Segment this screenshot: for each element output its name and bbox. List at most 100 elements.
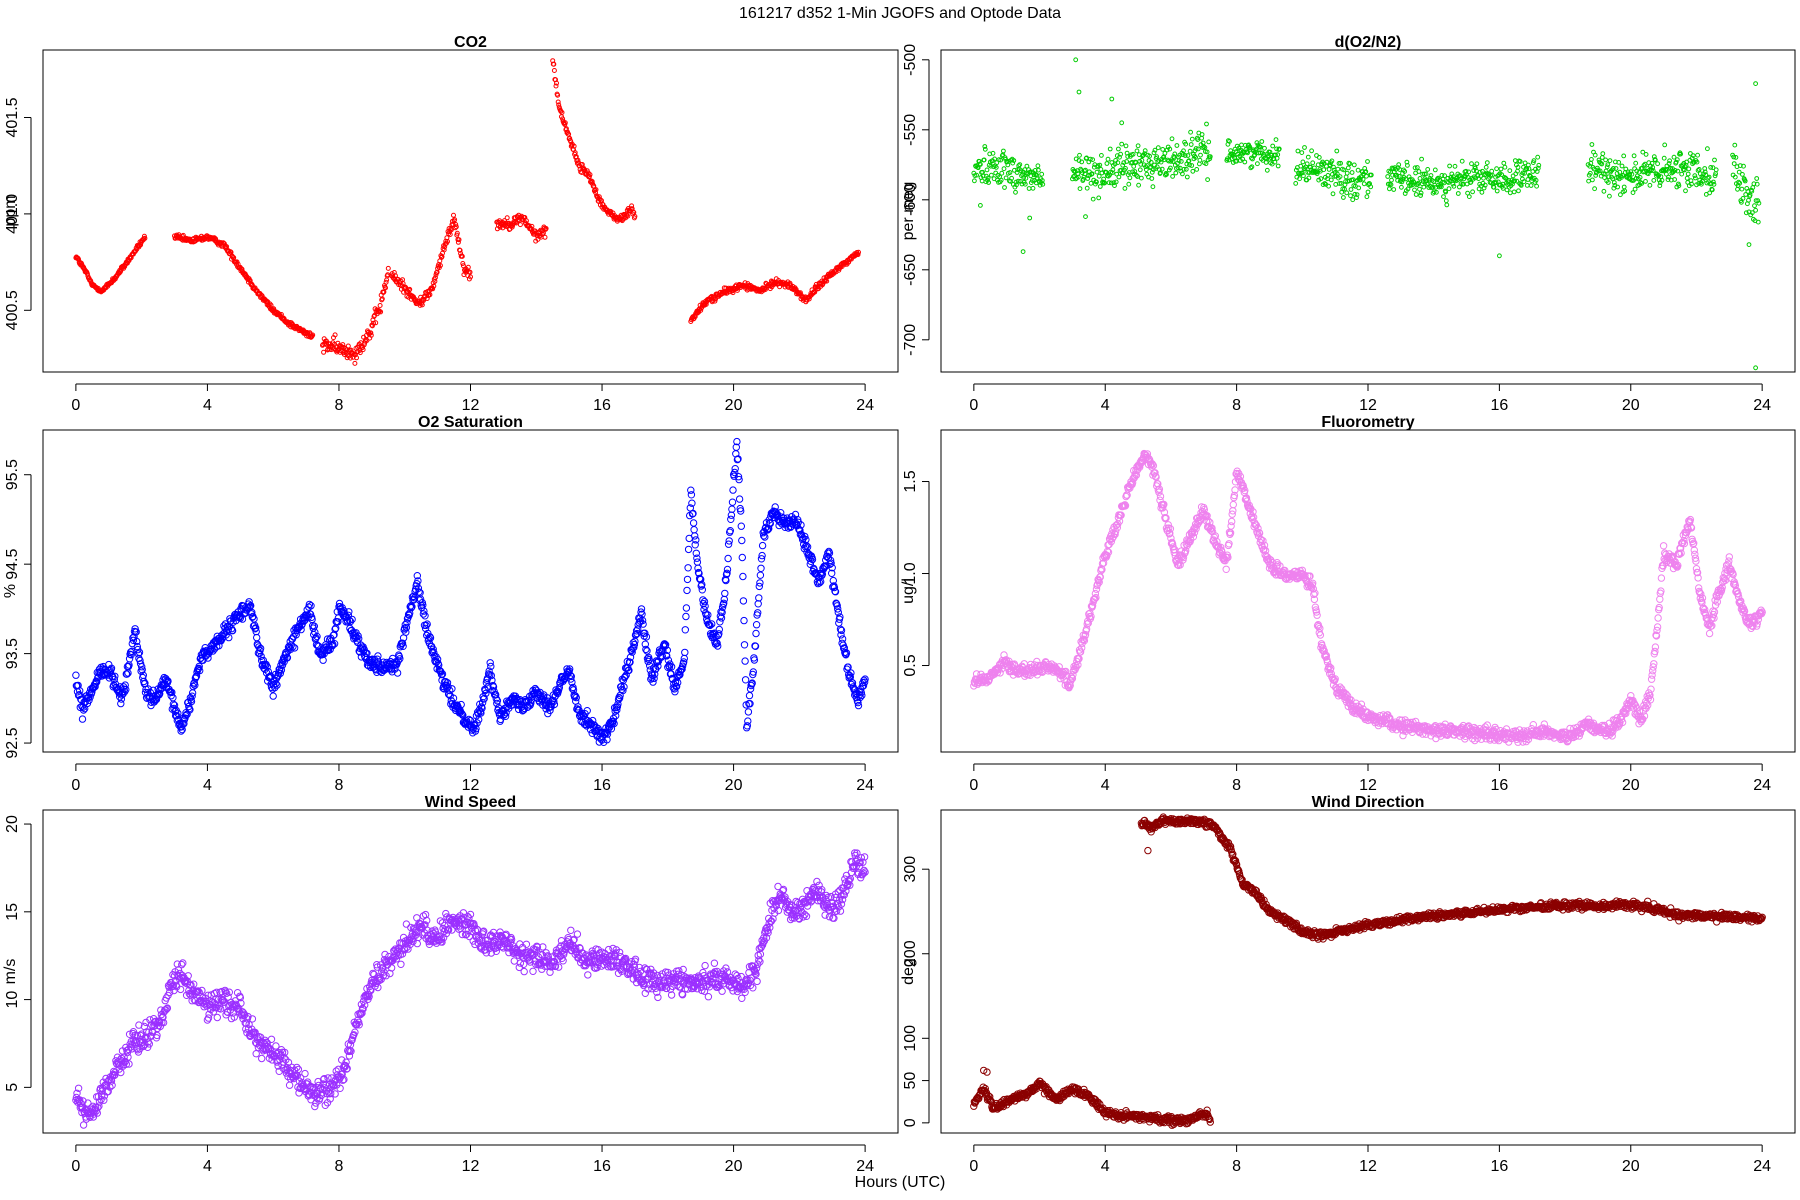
co2-point <box>468 274 473 280</box>
co2-point <box>451 212 456 218</box>
co2-point <box>321 349 327 355</box>
o2sat-y-label: % <box>2 584 19 598</box>
co2-point <box>432 275 438 281</box>
co2-point <box>587 172 593 178</box>
do2n2-point <box>1003 175 1009 181</box>
co2-point <box>122 264 128 269</box>
do2n2-point <box>994 160 1000 166</box>
co2-point <box>445 239 450 244</box>
do2n2-x-tick-label: 8 <box>1232 397 1241 414</box>
do2n2-point <box>1099 153 1104 158</box>
co2-point <box>558 108 564 114</box>
do2n2-point <box>1017 162 1023 168</box>
co2-point <box>812 289 818 295</box>
do2n2-point <box>998 157 1004 163</box>
o2sat-x-tick-label: 16 <box>593 777 611 794</box>
co2-point <box>381 289 387 295</box>
co2-point <box>625 213 631 219</box>
do2n2-point <box>1096 173 1102 179</box>
co2-title: CO2 <box>454 34 487 51</box>
do2n2-point <box>1015 178 1021 184</box>
co2-point <box>352 360 358 366</box>
do2n2-point <box>975 165 981 171</box>
do2n2-title: d(O2/N2) <box>1335 34 1402 51</box>
co2-point <box>452 217 458 223</box>
do2n2-point <box>1037 182 1043 188</box>
co2-point <box>846 259 852 265</box>
co2-point <box>542 234 548 240</box>
do2n2-point <box>1039 171 1045 177</box>
co2-point <box>632 213 638 219</box>
co2-point <box>431 283 437 289</box>
co2-point <box>452 225 458 231</box>
do2n2-y-tick-label: -700 <box>902 324 919 356</box>
do2n2-point <box>1014 182 1019 188</box>
do2n2-point <box>1088 180 1094 186</box>
co2-point <box>142 235 148 241</box>
do2n2-point <box>1030 185 1036 191</box>
co2-point <box>455 239 461 245</box>
co2-point <box>379 296 385 302</box>
do2n2-point <box>1022 181 1028 187</box>
do2n2-point <box>990 150 996 156</box>
do2n2-point <box>1001 148 1006 154</box>
do2n2-y-tick-label: -650 <box>902 254 919 286</box>
co2-point <box>713 296 718 302</box>
do2n2-point <box>1076 174 1081 180</box>
co2-point <box>369 323 375 329</box>
do2n2-point <box>1035 163 1041 169</box>
do2n2-point <box>1090 157 1095 163</box>
co2-y-tick-label: 400.5 <box>4 290 21 330</box>
do2n2-point <box>974 172 979 178</box>
co2-point <box>383 279 389 285</box>
do2n2-point <box>1077 152 1082 158</box>
co2-point <box>453 222 459 227</box>
co2-point <box>385 265 391 271</box>
figure-title: 161217 d352 1-Min JGOFS and Optode Data <box>739 5 1061 22</box>
do2n2-y-label: per meg <box>900 182 917 241</box>
do2n2-point <box>1077 186 1083 192</box>
co2-point <box>441 247 447 253</box>
do2n2-point <box>986 180 991 185</box>
co2-point <box>427 292 433 298</box>
do2n2-point <box>1090 196 1096 202</box>
co2-x-tick-label: 8 <box>335 397 344 414</box>
do2n2-point <box>1016 163 1022 169</box>
co2-plot-frame <box>42 49 899 373</box>
co2-point <box>551 68 557 73</box>
do2n2-point <box>1094 179 1099 185</box>
co2-point <box>456 237 462 243</box>
o2sat-y-tick-label: 93.5 <box>4 638 21 669</box>
co2-x-tick-label: 20 <box>725 397 743 414</box>
co2-x-tick-label: 16 <box>593 397 611 414</box>
do2n2-point <box>1102 180 1108 186</box>
do2n2-point <box>989 172 994 178</box>
do2n2-point <box>1013 189 1018 195</box>
co2-point <box>551 61 557 67</box>
do2n2-point <box>992 156 997 162</box>
co2-point <box>448 227 454 233</box>
co2-point <box>571 143 577 149</box>
co2-point <box>543 226 549 231</box>
co2-point <box>360 347 366 353</box>
co2-y-tick-label: 401.5 <box>4 97 21 137</box>
co2-point <box>535 236 541 242</box>
do2n2-point <box>1021 175 1027 180</box>
do2n2-point <box>1014 170 1020 175</box>
co2-point <box>454 230 460 236</box>
co2-point <box>447 232 453 237</box>
o2sat-x-tick-label: 24 <box>856 777 874 794</box>
co2-point <box>465 264 471 270</box>
o2sat-x-tick-label: 0 <box>71 777 80 794</box>
do2n2-point <box>980 173 986 179</box>
do2n2-point <box>978 162 983 167</box>
co2-point <box>593 187 599 193</box>
co2-point <box>504 215 510 221</box>
do2n2-point <box>1023 175 1029 181</box>
co2-x-tick-label: 0 <box>71 397 80 414</box>
do2n2-point <box>1089 171 1095 177</box>
